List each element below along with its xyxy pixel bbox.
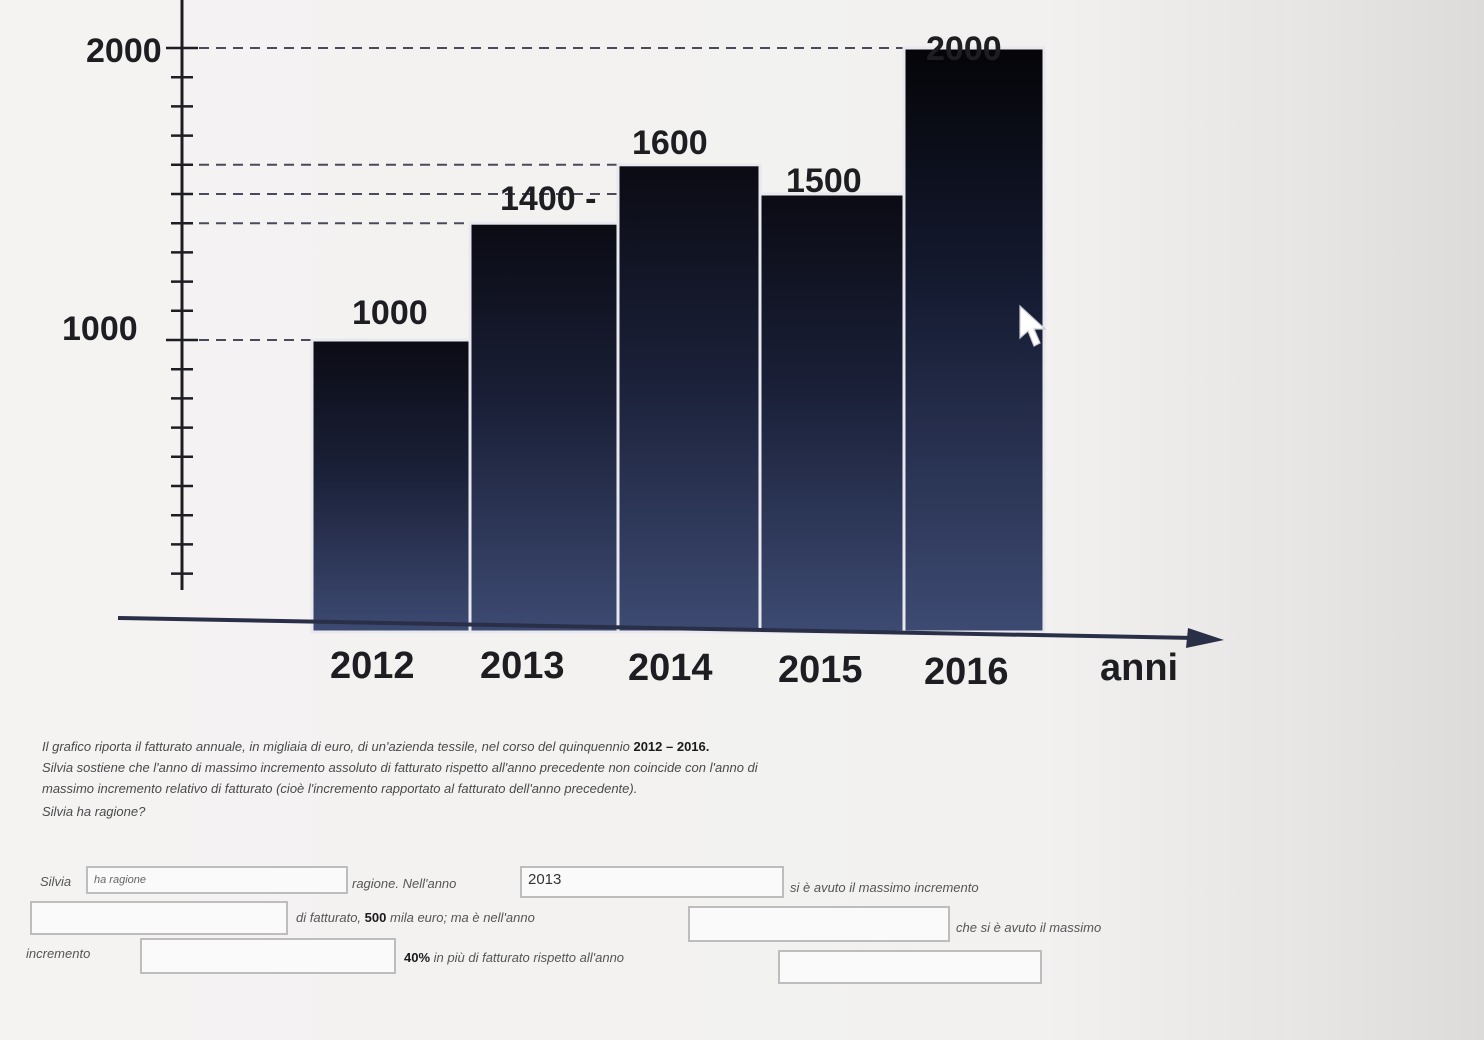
page-margin [1282, 0, 1484, 1040]
question-text: Silvia ha ragione? [42, 804, 146, 819]
data-label-2015: 1500 [786, 162, 862, 200]
x-tick-label-2015: 2015 [778, 649, 863, 691]
answer-box-anno-assoluto[interactable]: 2013 [520, 866, 784, 898]
bar-2014 [616, 163, 762, 634]
data-label-2014: 1600 [632, 124, 708, 162]
answer-box-anno-precedente[interactable] [778, 950, 1042, 984]
text-incremento: incremento [26, 946, 91, 961]
bar-2016 [902, 46, 1046, 634]
description-line-1-text: Il grafico riporta il fatturato annuale,… [42, 739, 630, 754]
text-in-piu-di-fatturato: in più di fatturato rispetto all'anno [433, 950, 625, 965]
text-che-si-e-avuto: che si è avuto il massimo [956, 920, 1102, 935]
x-axis-arrow-icon [1186, 628, 1224, 648]
answer-box-incremento-assoluto-tipo[interactable] [30, 901, 288, 935]
bar-2012 [310, 338, 472, 634]
years-range: 2012 – 2016. [633, 739, 710, 754]
text-di-fatturato-500: di fatturato, 500 mila euro; ma è nell'a… [296, 910, 535, 925]
text-si-e-avuto: si è avuto il massimo incremento [790, 880, 979, 895]
value-500: 500 [364, 910, 387, 925]
label-silvia: Silvia [40, 874, 72, 889]
bar-chart: 1000 2000 1000 1400 - 1600 1500 2000 2012 2013 20… [62, 0, 1224, 693]
x-tick-label-2013: 2013 [480, 645, 565, 687]
description-line-1: Il grafico riporta il fatturato annuale,… [42, 736, 1202, 757]
x-tick-label-2012: 2012 [330, 645, 415, 687]
y-tick-label-1000: 1000 [62, 310, 138, 348]
bar-2015 [758, 192, 906, 634]
labels-group: 1000 2000 1000 1400 - 1600 1500 2000 2012 2013 20… [62, 30, 1178, 693]
text-ragione-nellanno: ragione. Nell'anno [352, 876, 457, 891]
y-tick-label-2000: 2000 [86, 32, 162, 70]
answer-box-incremento-relativo-tipo[interactable] [140, 938, 396, 974]
text-di-fatturato: di fatturato, [296, 910, 362, 925]
answer-box-anno-relativo[interactable] [688, 906, 950, 942]
bars-group [310, 46, 1046, 634]
description-line-2: Silvia sostiene che l'anno di massimo in… [42, 760, 758, 775]
text-40-percent: 40% in più di fatturato rispetto all'ann… [404, 950, 624, 965]
data-label-2012: 1000 [352, 294, 428, 332]
problem-text: Il grafico riporta il fatturato annuale,… [42, 736, 1202, 822]
description-line-3: massimo incremento relativo di fatturato… [42, 781, 638, 796]
mouse-pointer-icon [1019, 304, 1047, 347]
x-axis-line [117, 616, 1196, 640]
x-tick-label-2014: 2014 [628, 647, 713, 689]
x-tick-label-2016: 2016 [924, 651, 1009, 693]
axes-group [117, 0, 1224, 648]
x-axis-label: anni [1100, 647, 1178, 689]
bar-2013 [468, 221, 620, 634]
answer-box-ragione[interactable]: ha ragione [86, 866, 348, 894]
data-label-2016: 2000 [926, 30, 1002, 68]
text-mila-euro: mila euro; ma è nell'anno [390, 910, 535, 925]
data-label-2013: 1400 - [500, 180, 596, 218]
value-40-percent: 40% [404, 950, 431, 965]
